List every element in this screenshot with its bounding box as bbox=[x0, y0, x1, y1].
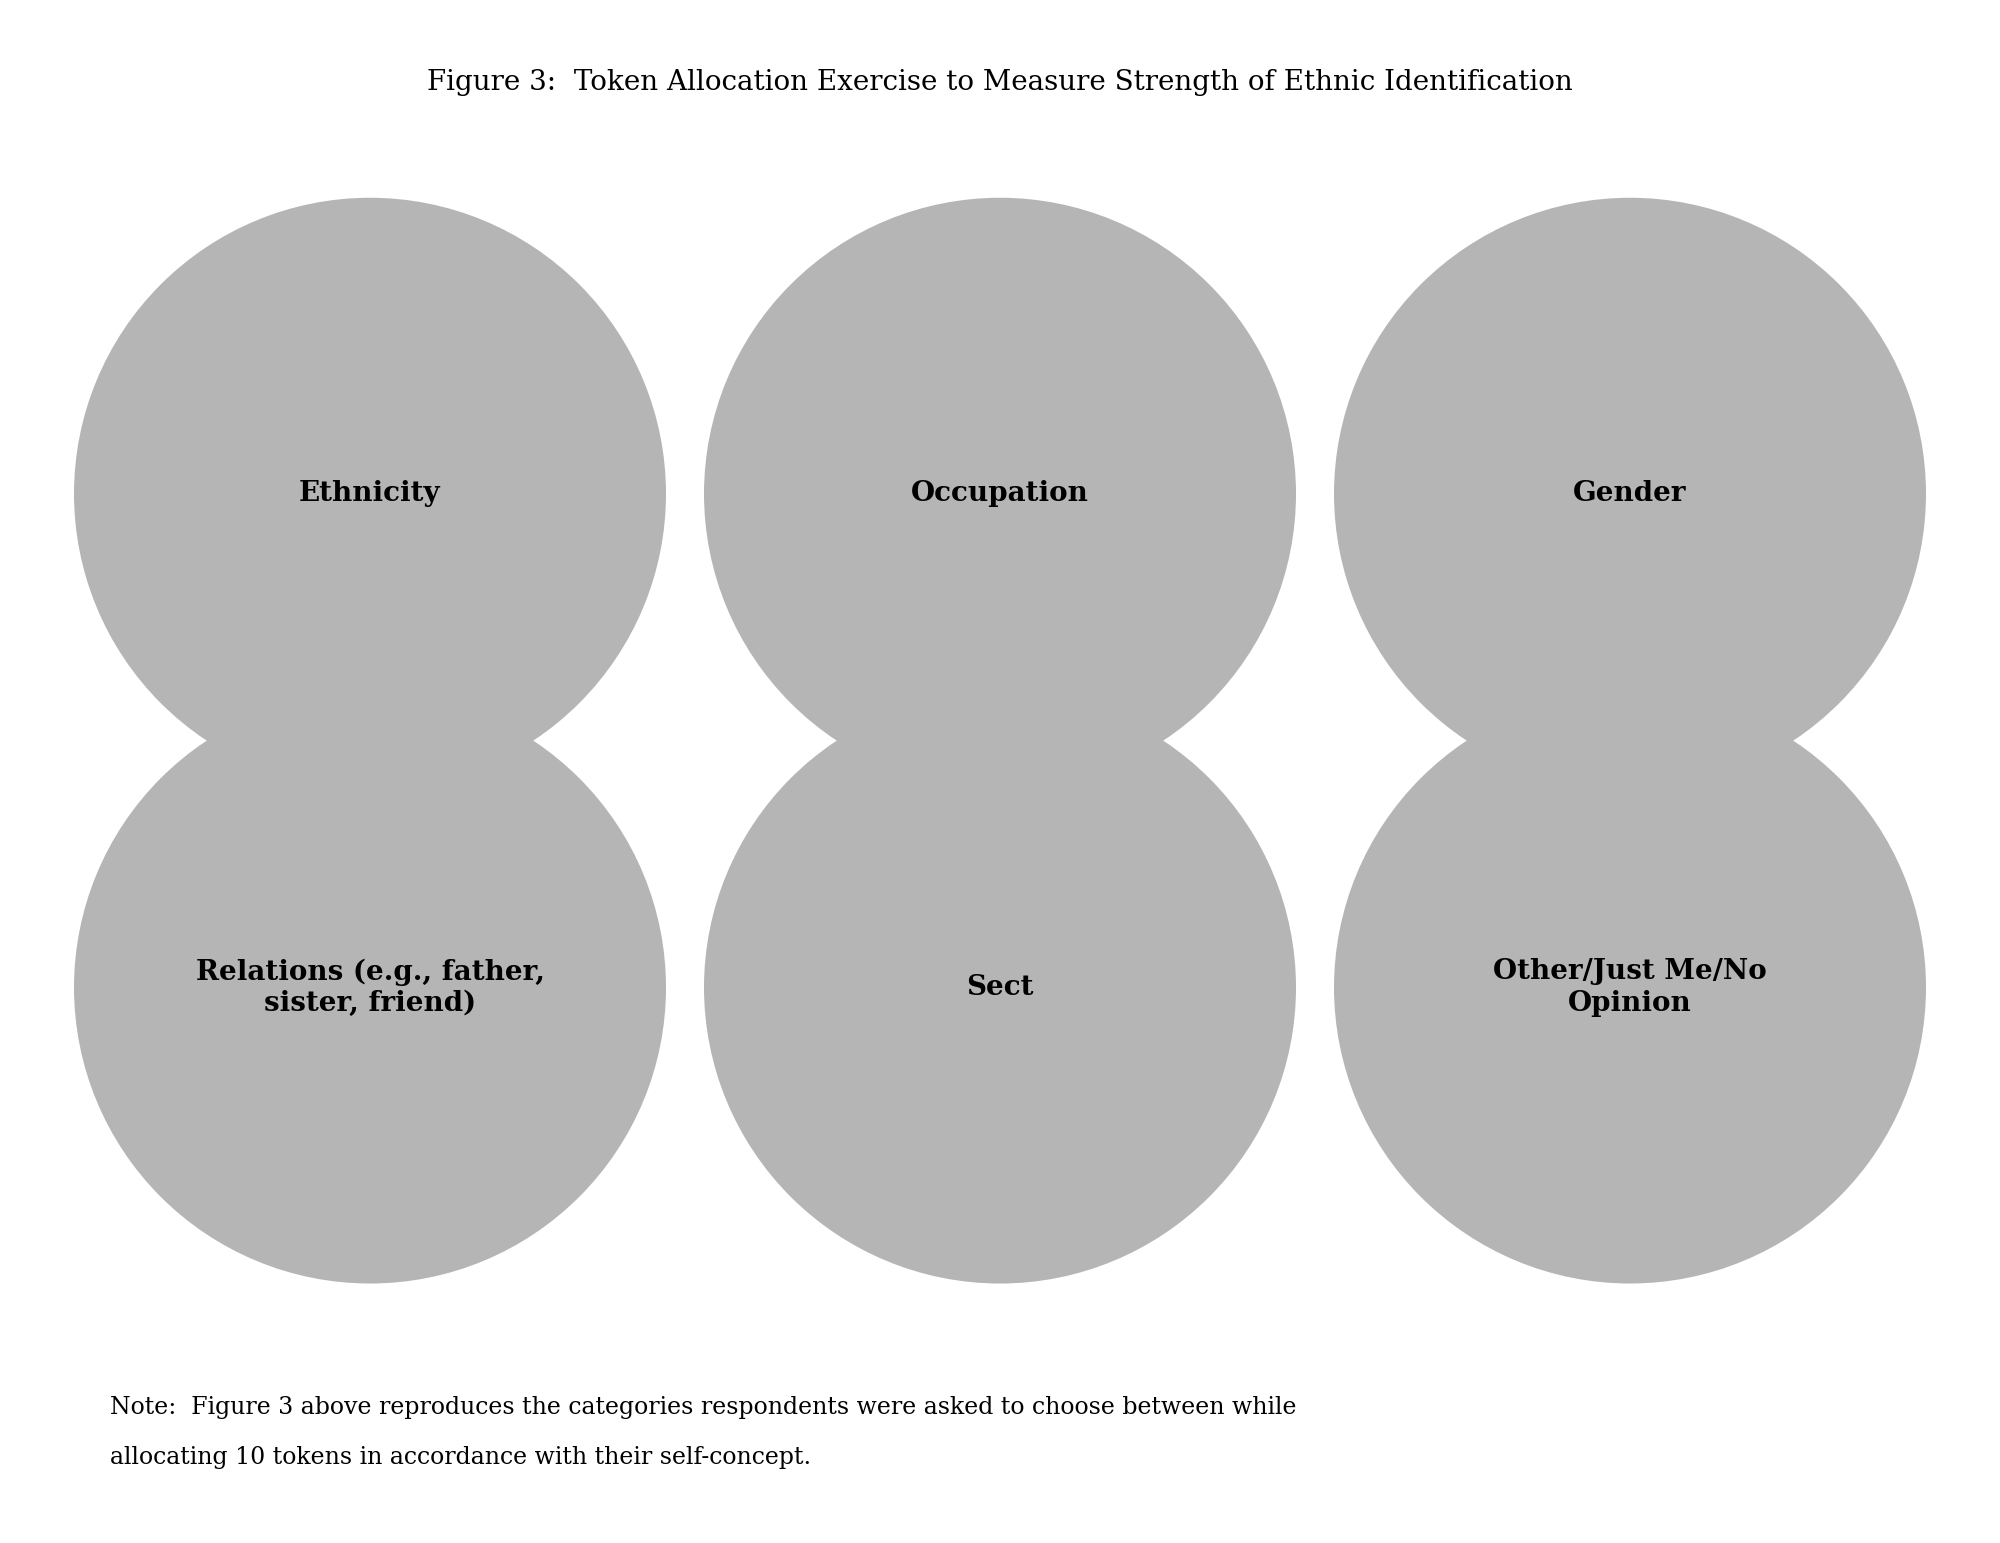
Text: Gender: Gender bbox=[1574, 480, 1686, 508]
Text: Sect: Sect bbox=[966, 974, 1034, 1001]
Text: Relations (e.g., father,
sister, friend): Relations (e.g., father, sister, friend) bbox=[196, 958, 544, 1017]
Text: Figure 3:  Token Allocation Exercise to Measure Strength of Ethnic Identificatio: Figure 3: Token Allocation Exercise to M… bbox=[428, 69, 1572, 96]
Text: Ethnicity: Ethnicity bbox=[300, 480, 440, 508]
Text: Note:  Figure 3 above reproduces the categories respondents were asked to choose: Note: Figure 3 above reproduces the cate… bbox=[110, 1396, 1296, 1420]
Text: Other/Just Me/No
Opinion: Other/Just Me/No Opinion bbox=[1494, 958, 1766, 1017]
Text: Occupation: Occupation bbox=[912, 480, 1088, 508]
Text: allocating 10 tokens in accordance with their self-concept.: allocating 10 tokens in accordance with … bbox=[110, 1446, 812, 1469]
